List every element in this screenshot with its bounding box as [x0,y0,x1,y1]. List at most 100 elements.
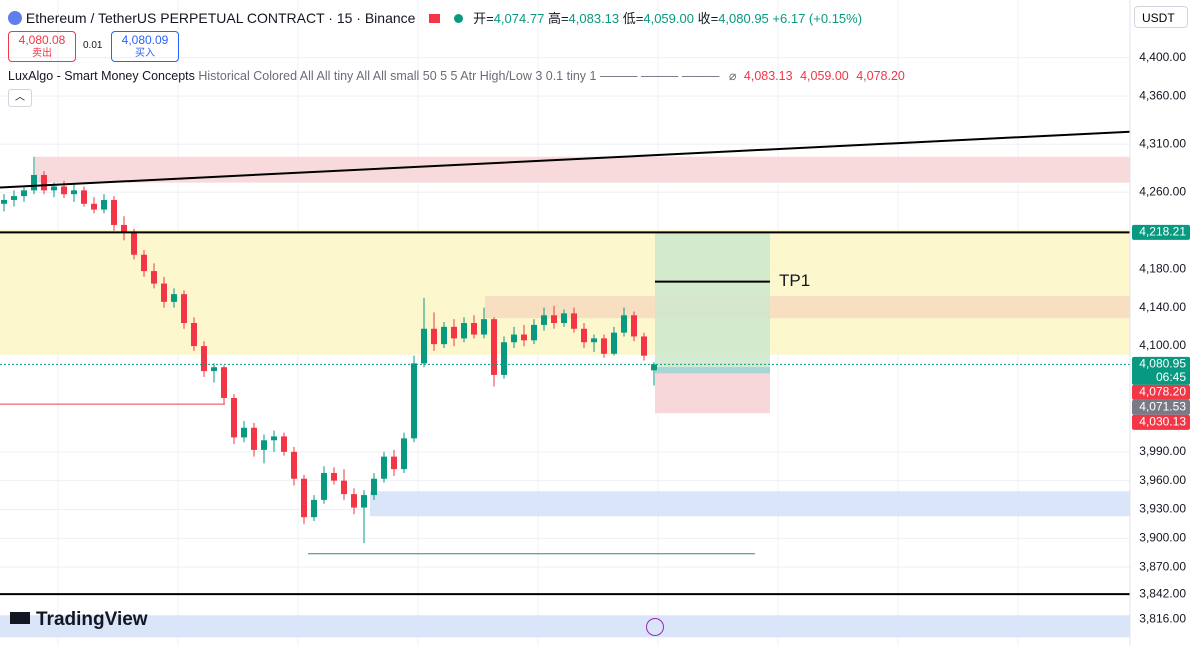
open-label: 开= [473,11,494,26]
y-tick-label: 4,400.00 [1139,50,1186,64]
candle-body [571,313,577,329]
candle-body [81,190,87,204]
currency: USDT [1142,11,1175,25]
buy-label: 买入 [135,48,155,59]
candle-body [651,364,657,371]
candle-body [641,336,647,356]
candle-body [511,334,517,343]
candle-body [141,254,147,272]
candle-body [621,315,627,333]
candle-body [131,232,137,255]
y-tick-label: 4,180.00 [1139,261,1186,275]
brand-icon [10,612,30,624]
y-tick-label: 4,360.00 [1139,88,1186,102]
candle-body [181,294,187,323]
candle-body [541,315,547,325]
replay-icon[interactable] [646,618,664,636]
price-label-text: 4,080.95 [1139,357,1186,371]
candle-body [461,323,467,339]
candle-body [111,199,117,225]
low-value: 4,059.00 [643,11,694,26]
candle-body [551,315,557,323]
indicator-value: 4,083.13 [743,69,793,83]
candle-body [291,451,297,479]
brand-logo[interactable]: TradingView [10,609,148,631]
candle-body [321,472,327,500]
price-label-text: 4,078.20 [1139,385,1186,399]
candle-body [281,436,287,452]
indicator-name[interactable]: LuxAlgo - Smart Money Concepts [8,69,195,83]
price-label [1132,399,1190,415]
candle-body [411,363,417,439]
eth-icon [8,11,22,25]
zone [370,491,1130,517]
zone [0,615,1130,638]
candle-body [341,480,347,495]
sell-button[interactable]: 4,080.08 卖出 [8,31,76,62]
y-tick-label: 3,816.00 [1139,611,1186,625]
candle-body [591,338,597,343]
candle-body [401,438,407,470]
candle-body [71,190,77,195]
candle-body [151,271,157,284]
sell-price: 4,080.08 [18,33,66,47]
candle-body [561,313,567,323]
candle-body [581,328,587,343]
candle-body [441,326,447,345]
zone [655,232,770,368]
price-label [1132,384,1190,400]
candle-body [431,328,437,345]
candle-body [11,196,17,200]
candle-body [251,427,257,450]
zone [655,373,770,414]
candle-body [31,174,37,191]
candle-body [311,499,317,518]
candle-body [371,478,377,496]
candle-body [171,294,177,302]
status-dot [454,14,464,23]
high-value: 4,083.13 [568,11,620,26]
sell-label: 卖出 [32,48,52,59]
close-label: 收= [697,11,719,26]
buy-button[interactable]: 4,080.09 买入 [111,31,179,62]
candle-body [481,319,487,335]
price-label-text: 4,071.53 [1139,400,1186,414]
candle-body [21,190,27,197]
zone [485,296,1130,319]
price-label-time: 06:45 [1156,370,1186,384]
candle-body [611,332,617,354]
candle-body [51,186,57,191]
candle-body [121,224,127,233]
drawn-line [0,130,1131,189]
candle-body [471,323,477,335]
candle-body [241,427,247,438]
collapse-button[interactable]: ︿ [8,89,32,107]
price-label-text: 4,218.21 [1139,225,1186,239]
candle-body [1,199,7,204]
indicator-legend: LuxAlgo - Smart Money Concepts Historica… [8,68,905,83]
candle-body [451,326,457,339]
candle-body [491,319,497,375]
candle-body [201,346,207,372]
candle-body [211,367,217,372]
annotation: TP1 [779,271,810,290]
candle-body [351,494,357,508]
price-label [1132,224,1190,240]
symbol[interactable]: Ethereum / TetherUS PERPETUAL CONTRACT ·… [25,10,416,26]
candle-body [61,186,67,195]
currency-select[interactable]: USDT [1134,6,1188,28]
candle-body [191,323,197,347]
open-value: 4,074.77 [493,11,545,26]
candle-body [531,324,537,341]
candle-body [101,199,107,210]
candle-body [631,315,637,337]
price-label [1132,356,1190,385]
y-tick-label: 4,260.00 [1139,184,1186,198]
candle-body [361,495,367,508]
flag-icon[interactable] [429,14,441,23]
y-tick-label: 3,870.00 [1139,559,1186,573]
buy-price: 4,080.09 [121,33,169,47]
y-tick-label: 3,990.00 [1139,444,1186,458]
y-tick-label: 3,842.00 [1139,586,1186,600]
candle-body [391,456,397,470]
